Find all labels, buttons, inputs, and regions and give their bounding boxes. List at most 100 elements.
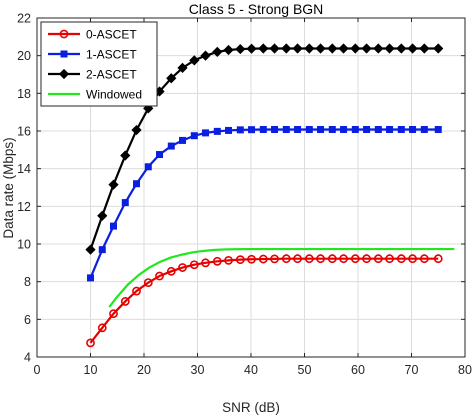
data-point bbox=[294, 125, 302, 133]
x-tick-label: 80 bbox=[458, 363, 472, 377]
y-tick-label: 16 bbox=[17, 125, 31, 139]
data-point bbox=[235, 43, 246, 55]
data-point bbox=[143, 103, 154, 114]
data-point bbox=[190, 132, 198, 140]
x-tick-label: 70 bbox=[405, 363, 419, 377]
data-point bbox=[97, 210, 108, 221]
x-tick-label: 60 bbox=[351, 363, 365, 377]
data-point bbox=[236, 126, 244, 134]
y-tick-label: 12 bbox=[17, 200, 31, 214]
data-point bbox=[408, 254, 417, 264]
data-point bbox=[361, 43, 372, 54]
data-point bbox=[281, 43, 292, 54]
series-windowed bbox=[108, 247, 455, 308]
data-point bbox=[433, 254, 443, 264]
data-point bbox=[385, 254, 394, 264]
y-tick-label: 4 bbox=[24, 351, 31, 365]
x-tick-label: 0 bbox=[34, 363, 41, 377]
data-point bbox=[248, 126, 256, 134]
x-tick-label: 50 bbox=[298, 363, 312, 377]
data-point bbox=[167, 142, 175, 150]
data-point bbox=[305, 125, 313, 133]
axis-ticks: 0 10 20 30 40 50 60 70 80 4 6 8 10 12 14 16 18 20 22 bbox=[17, 12, 472, 378]
data-point bbox=[328, 125, 336, 133]
data-point bbox=[166, 266, 176, 276]
data-point bbox=[223, 44, 234, 56]
data-point bbox=[178, 263, 187, 272]
data-point bbox=[258, 43, 269, 54]
data-point bbox=[247, 254, 256, 264]
data-point bbox=[340, 125, 348, 133]
data-point bbox=[97, 323, 107, 333]
legend-marker bbox=[60, 50, 68, 58]
data-point bbox=[373, 43, 384, 54]
data-point bbox=[246, 43, 257, 54]
x-tick-label: 30 bbox=[191, 363, 205, 377]
data-point bbox=[363, 125, 371, 133]
data-point bbox=[189, 260, 199, 270]
legend-marker bbox=[58, 68, 70, 80]
data-point bbox=[269, 43, 280, 54]
data-point bbox=[338, 43, 349, 54]
data-point bbox=[409, 125, 417, 133]
legend-item: 1-ASCET bbox=[48, 48, 137, 62]
data-point bbox=[212, 256, 222, 266]
legend-item: 0-ASCET bbox=[48, 28, 137, 42]
data-point bbox=[304, 254, 314, 264]
data-point bbox=[109, 309, 118, 319]
data-point bbox=[155, 271, 164, 281]
data-point bbox=[179, 136, 187, 144]
data-point bbox=[200, 50, 211, 61]
data-point bbox=[120, 150, 131, 161]
data-point bbox=[293, 254, 302, 264]
data-point bbox=[407, 43, 418, 54]
data-point bbox=[339, 254, 348, 264]
data-point bbox=[350, 254, 360, 264]
data-point bbox=[85, 244, 96, 255]
y-tick-label: 18 bbox=[17, 87, 31, 101]
data-point bbox=[98, 246, 106, 254]
x-axis-title: SNR (dB) bbox=[222, 400, 280, 415]
legend-label: Windowed bbox=[86, 88, 142, 102]
y-tick-label: 22 bbox=[17, 12, 31, 26]
data-point bbox=[397, 125, 405, 133]
data-point bbox=[317, 125, 325, 133]
series-0-ascet bbox=[86, 254, 443, 348]
data-point bbox=[86, 338, 95, 348]
legend-label: 2-ASCET bbox=[86, 68, 137, 82]
data-point bbox=[144, 163, 152, 171]
legend-marker bbox=[59, 29, 69, 39]
data-point bbox=[201, 258, 210, 268]
data-point bbox=[384, 43, 395, 54]
data-point bbox=[282, 125, 290, 133]
data-point bbox=[108, 179, 119, 190]
data-point bbox=[315, 43, 326, 54]
data-point bbox=[374, 125, 382, 133]
data-point bbox=[132, 286, 141, 296]
data-point bbox=[87, 274, 94, 282]
data-point bbox=[396, 254, 406, 264]
data-point bbox=[433, 43, 444, 54]
y-tick-label: 20 bbox=[17, 49, 31, 63]
data-point bbox=[121, 199, 129, 207]
legend-label: 0-ASCET bbox=[86, 28, 137, 42]
data-point bbox=[177, 62, 188, 74]
data-point bbox=[143, 278, 153, 288]
y-tick-label: 8 bbox=[24, 275, 31, 289]
data-point bbox=[292, 43, 303, 54]
y-tick-label: 10 bbox=[17, 238, 31, 252]
data-point bbox=[271, 125, 279, 133]
data-point bbox=[131, 124, 142, 136]
x-tick-label: 10 bbox=[84, 363, 98, 377]
data-point bbox=[212, 46, 223, 58]
data-point bbox=[202, 129, 210, 137]
data-point bbox=[270, 254, 279, 264]
data-point bbox=[259, 125, 267, 133]
data-point bbox=[304, 43, 315, 54]
data-point bbox=[419, 43, 430, 54]
data-point bbox=[386, 125, 394, 133]
data-point bbox=[235, 255, 245, 265]
x-tick-label: 40 bbox=[244, 363, 258, 377]
data-point bbox=[351, 125, 359, 133]
